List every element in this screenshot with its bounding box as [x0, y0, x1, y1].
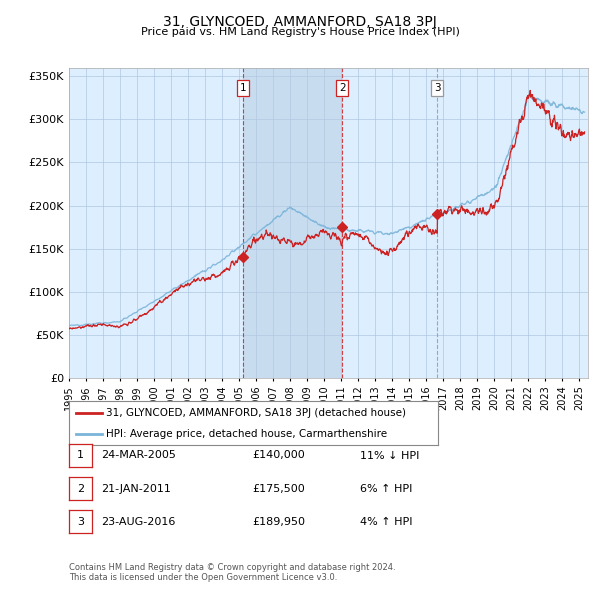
Text: 31, GLYNCOED, AMMANFORD, SA18 3PJ: 31, GLYNCOED, AMMANFORD, SA18 3PJ	[163, 15, 437, 30]
Bar	[243, 68, 342, 378]
Text: This data is licensed under the Open Government Licence v3.0.: This data is licensed under the Open Gov…	[69, 573, 337, 582]
Text: 2: 2	[77, 484, 84, 493]
Text: 1: 1	[77, 451, 84, 460]
Text: 11% ↓ HPI: 11% ↓ HPI	[360, 451, 419, 460]
Text: 6% ↑ HPI: 6% ↑ HPI	[360, 484, 412, 493]
Text: £140,000: £140,000	[252, 451, 305, 460]
Text: 31, GLYNCOED, AMMANFORD, SA18 3PJ (detached house): 31, GLYNCOED, AMMANFORD, SA18 3PJ (detac…	[106, 408, 406, 418]
Text: HPI: Average price, detached house, Carmarthenshire: HPI: Average price, detached house, Carm…	[106, 428, 387, 438]
Text: 4% ↑ HPI: 4% ↑ HPI	[360, 517, 413, 526]
Text: 3: 3	[434, 83, 440, 93]
Text: Price paid vs. HM Land Registry's House Price Index (HPI): Price paid vs. HM Land Registry's House …	[140, 27, 460, 37]
Text: 1: 1	[239, 83, 246, 93]
Text: 21-JAN-2011: 21-JAN-2011	[101, 484, 170, 493]
Text: 3: 3	[77, 517, 84, 526]
Text: 24-MAR-2005: 24-MAR-2005	[101, 451, 176, 460]
Text: 23-AUG-2016: 23-AUG-2016	[101, 517, 175, 526]
Text: £189,950: £189,950	[252, 517, 305, 526]
Text: Contains HM Land Registry data © Crown copyright and database right 2024.: Contains HM Land Registry data © Crown c…	[69, 563, 395, 572]
Text: £175,500: £175,500	[252, 484, 305, 493]
Text: 2: 2	[339, 83, 346, 93]
